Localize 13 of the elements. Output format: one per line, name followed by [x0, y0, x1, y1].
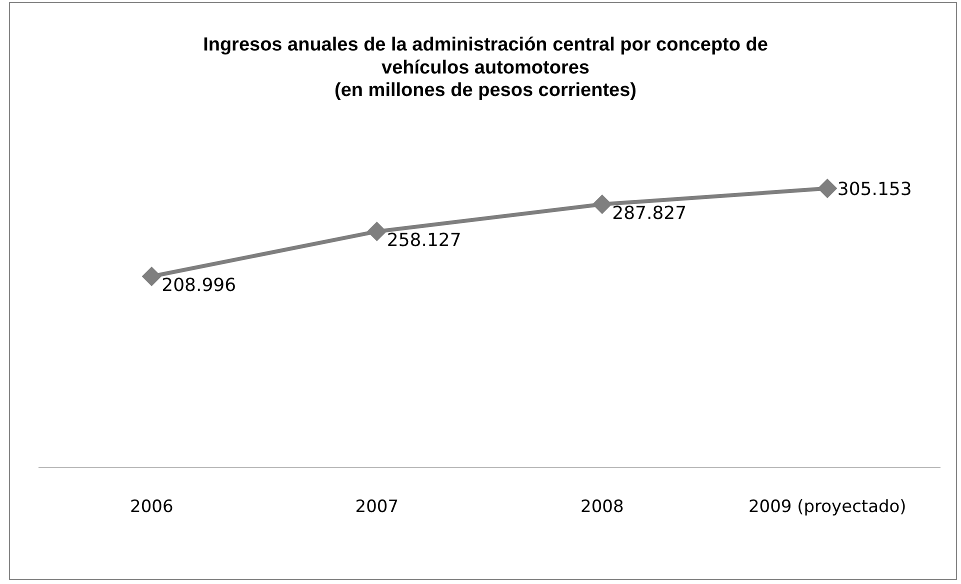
- x-tick-label: 2009 (proyectado): [748, 497, 906, 518]
- data-label: 208.996: [162, 275, 236, 296]
- x-tick-label: 2008: [580, 497, 624, 518]
- x-tick-label: 2006: [130, 497, 174, 518]
- chart-title: Ingresos anuales de la administración central por concepto de vehículos automotores (en millones de pesos corrientes): [203, 34, 768, 102]
- data-label: 287.827: [612, 202, 687, 224]
- point: [818, 179, 836, 198]
- point: [142, 267, 161, 286]
- data-label: 305.153: [837, 179, 912, 200]
- point: [368, 222, 386, 240]
- x-tick-label: 2007: [355, 497, 399, 518]
- point: [593, 195, 612, 214]
- data-label: 258.127: [386, 230, 462, 252]
